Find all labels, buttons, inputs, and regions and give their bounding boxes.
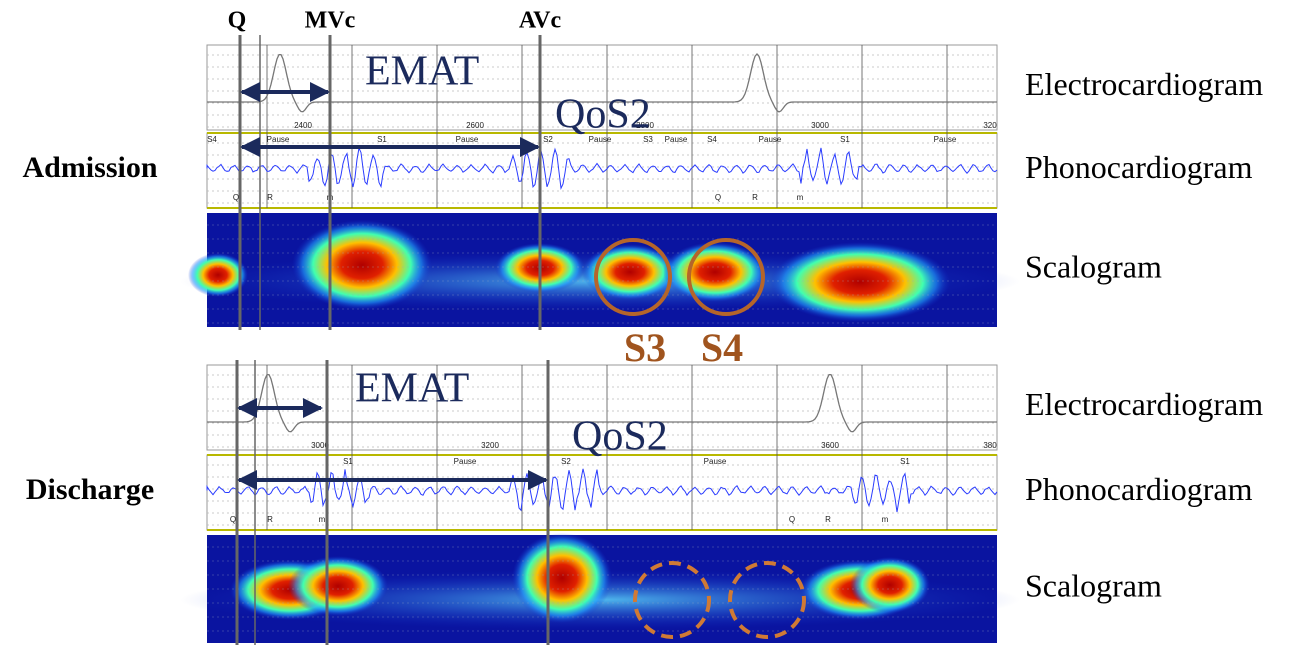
phono-segment-label: S4 [707,135,717,144]
scalogram-energy [292,220,432,310]
ecg-tick-label: 2800 [636,121,654,130]
phono-trace [206,146,998,190]
sound-absent [633,561,711,639]
ecg-tick-label: 2600 [466,121,484,130]
scalogram-energy [288,556,388,616]
phono-segment-label: Pause [267,135,290,144]
phono-marker-label: m [797,193,804,202]
track-label: Scalogram [1025,248,1162,284]
ecg-tick-label: 3000 [811,121,829,130]
ecg-tick-label: 2400 [294,121,312,130]
phono-segment-label: S3 [643,135,653,144]
sound-highlight [687,238,765,316]
phono-marker-label: R [825,515,831,524]
phono-marker-label: R [267,193,273,202]
phono-segment-label: Pause [759,135,782,144]
track-label: Phonocardiogram [1025,149,1253,185]
sound-label: S4 [701,325,743,370]
scalogram-energy [188,253,248,297]
phono-segment-label: S1 [343,457,353,466]
scalogram-energy [512,533,612,623]
emat-label: EMAT [365,49,479,95]
phono-segment-label: Pause [454,457,477,466]
column-label: MVc [305,8,356,34]
phono-segment-label: Pause [665,135,688,144]
trace-frame [206,44,998,131]
sound-highlight [594,238,672,316]
phono-marker-label: Q [230,515,236,524]
phono-marker-label: R [752,193,758,202]
phono-marker-label: m [882,515,889,524]
ecg-trace [207,373,997,433]
phono-segment-label: S1 [377,135,387,144]
track-label: Scalogram [1025,567,1162,603]
ecg-tick-label: 320 [983,121,997,130]
panel-label: Admission [22,151,157,184]
phono-segment-label: S1 [900,457,910,466]
track-label: Electrocardiogram [1025,386,1263,422]
phono-segment-label: Pause [704,457,727,466]
scalogram-energy [582,244,678,300]
ecg-trace [207,53,997,113]
phono-segment-label: S2 [543,135,553,144]
phono-segment-label: Pause [456,135,479,144]
column-label: AVc [519,8,562,34]
phono-marker-label: Q [715,193,721,202]
track-label: Phonocardiogram [1025,471,1253,507]
panel-label: Discharge [26,473,154,506]
sound-absent [728,561,806,639]
phono-trace [206,468,998,513]
phono-segment-label: Pause [934,135,957,144]
phono-marker-label: m [319,515,326,524]
trace-frame [206,364,998,451]
ecg-tick-label: 3600 [821,441,839,450]
scalogram-energy [850,557,930,613]
phono-segment-label: Pause [589,135,612,144]
qos2-label: QoS2 [572,414,668,460]
column-label: Q [228,8,247,34]
phono-marker-label: R [267,515,273,524]
ecg-tick-label: 3000 [311,441,329,450]
phono-segment-label: S4 [207,135,217,144]
scalogram-energy [770,242,950,322]
emat-label: EMAT [355,366,469,412]
phono-marker-label: Q [789,515,795,524]
sound-label: S3 [624,325,666,370]
track-label: Electrocardiogram [1025,66,1263,102]
phono-segment-label: S2 [561,457,571,466]
phono-marker-label: Q [233,193,239,202]
ecg-tick-label: 3200 [481,441,499,450]
phono-segment-label: S1 [840,135,850,144]
ecg-tick-label: 380 [983,441,997,450]
qos2-label: QoS2 [555,92,651,138]
